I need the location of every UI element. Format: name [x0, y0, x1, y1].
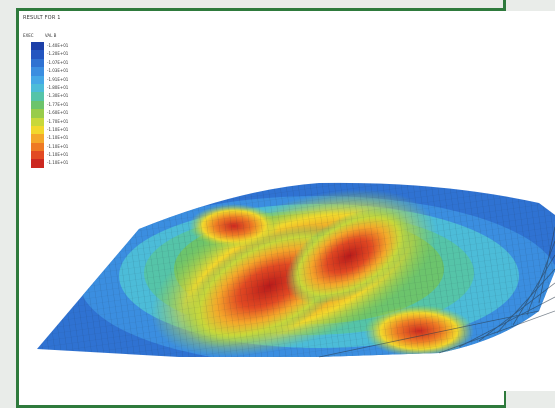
legend-swatch: [31, 134, 44, 143]
legend-label: -1.60E+01: [47, 110, 69, 116]
result-title: RESULT FOR 1: [23, 15, 61, 21]
legend-swatch: [31, 42, 44, 51]
contour-surface: [37, 182, 555, 358]
legend-swatch: [31, 117, 44, 126]
legend-label: -1.40E+01: [47, 43, 69, 48]
legend-label: -1.80E+01: [47, 84, 69, 90]
legend-swatch: [31, 109, 44, 118]
surface-edge-ribs: [318, 226, 555, 358]
legend-swatch: [31, 92, 44, 101]
legend-label: -1.70E+01: [47, 118, 69, 124]
legend-label: -1.91E+01: [47, 76, 69, 82]
contour-plot-viewport[interactable]: RESULT FOR 1 EXEC VAL B -1.40E+01 -1.20E+…: [19, 11, 555, 391]
legend-swatch: [31, 142, 44, 152]
legend-swatch: [31, 151, 44, 160]
surface-fill: [37, 182, 555, 357]
legend-column-val: VAL B: [44, 33, 57, 38]
legend-label: -1.20E+01: [47, 51, 69, 57]
legend-label: -1.10E+01: [47, 135, 69, 141]
legend-label: -1.03E+01: [47, 68, 69, 74]
legend-swatch: [31, 67, 44, 76]
legend-label: -1.10E+01: [47, 152, 69, 158]
legend-label: -1.30E+01: [47, 93, 69, 99]
legend-swatch: [31, 125, 44, 135]
legend-swatch: [31, 58, 44, 68]
legend-swatch: [31, 83, 44, 93]
legend-label: -1.10E+01: [47, 126, 69, 132]
legend-swatch: [31, 75, 44, 84]
legend-swatch: [31, 159, 44, 168]
legend-swatch: [31, 100, 44, 110]
legend-header: EXEC VAL B: [23, 33, 66, 38]
legend-label: -1.10E+01: [47, 143, 69, 149]
legend-column-exec: EXEC: [23, 33, 34, 38]
legend-label: -1.07E+01: [47, 59, 69, 65]
legend-label: -1.77E+01: [47, 101, 69, 107]
legend-label: -1.10E+01: [47, 160, 69, 166]
legend-swatch: [31, 50, 44, 59]
